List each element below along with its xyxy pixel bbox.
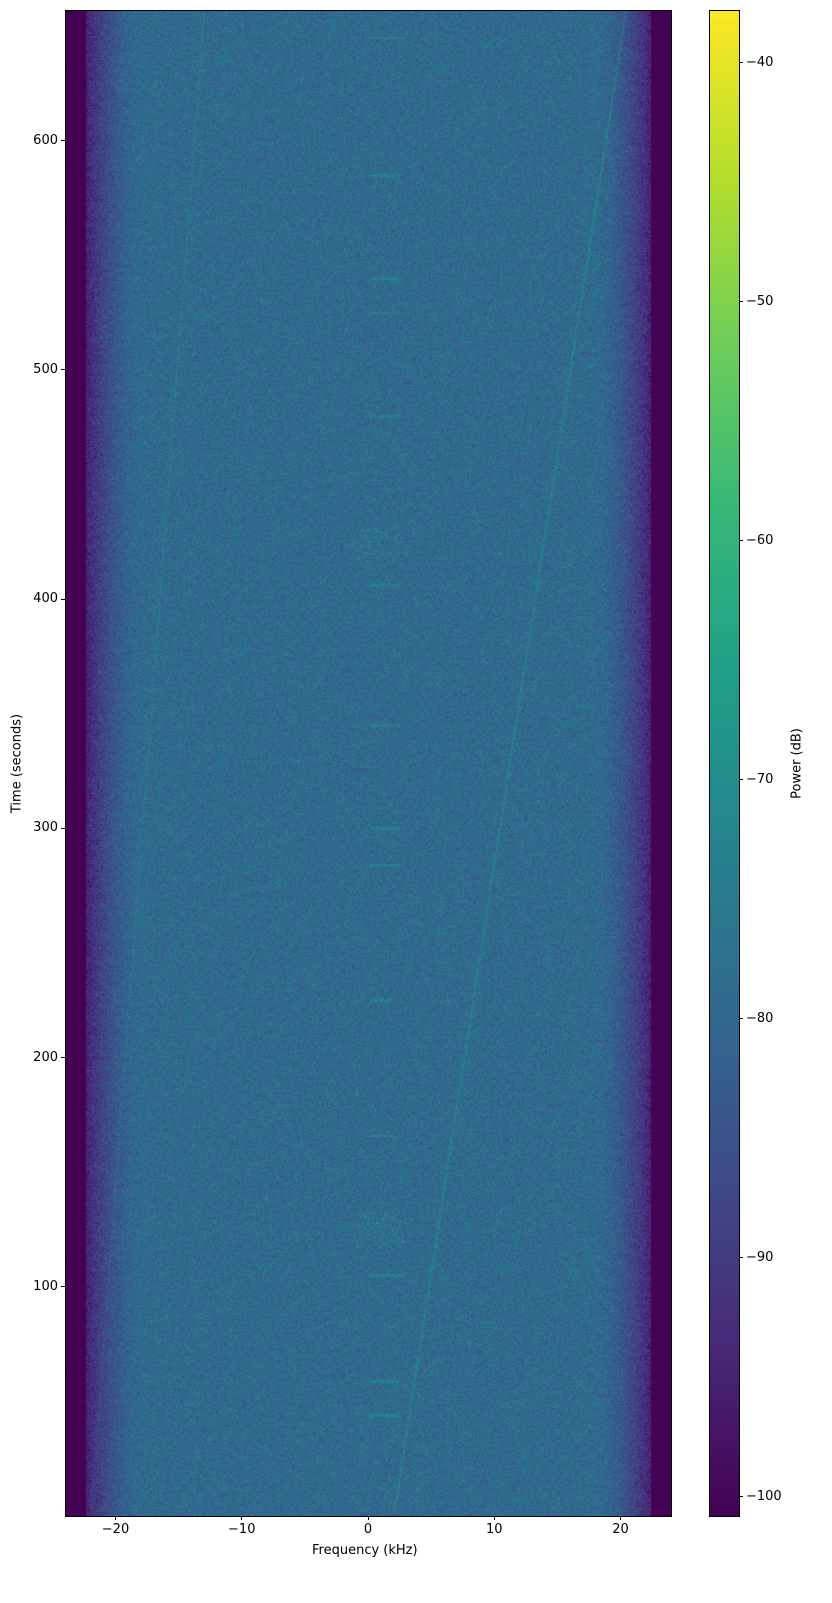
y-tick-label: 300 xyxy=(33,820,58,836)
colorbar-tick xyxy=(739,301,743,303)
y-tick xyxy=(61,1057,65,1059)
colorbar-label: Power (dB) xyxy=(789,728,805,799)
colorbar xyxy=(709,10,739,1516)
y-tick xyxy=(61,1286,65,1288)
colorbar-tick-label: −100 xyxy=(746,1488,782,1504)
colorbar-tick-label: −70 xyxy=(746,771,774,787)
colorbar-tick-label: −80 xyxy=(746,1010,774,1026)
colorbar-tick xyxy=(739,1496,743,1498)
x-tick-label: 20 xyxy=(612,1522,629,1537)
y-axis-label: Time (seconds) xyxy=(9,713,25,814)
colorbar-tick xyxy=(739,1018,743,1020)
colorbar-tick-label: −60 xyxy=(746,532,774,548)
y-tick xyxy=(61,140,65,142)
x-tick xyxy=(620,1516,621,1520)
colorbar-tick-label: −50 xyxy=(746,293,774,309)
y-tick xyxy=(61,369,65,371)
y-tick-label: 600 xyxy=(33,132,58,148)
y-tick-label: 500 xyxy=(33,361,58,377)
y-tick-label: 400 xyxy=(33,591,58,607)
x-tick xyxy=(241,1516,243,1520)
colorbar-tick-label: −90 xyxy=(746,1249,774,1265)
y-tick-label: 100 xyxy=(33,1278,58,1294)
spectrogram-heatmap xyxy=(65,10,671,1516)
x-axis-label: Frequency (kHz) xyxy=(312,1543,418,1558)
x-tick-label: −20 xyxy=(101,1522,130,1537)
colorbar-tick xyxy=(739,1257,743,1259)
y-tick-label: 200 xyxy=(33,1049,58,1065)
y-tick xyxy=(61,598,65,600)
y-tick xyxy=(61,827,65,829)
colorbar-tick xyxy=(739,540,743,542)
x-tick xyxy=(367,1516,369,1520)
colorbar-tick-label: −40 xyxy=(746,54,774,70)
x-tick xyxy=(493,1516,495,1520)
x-tick-label: −10 xyxy=(228,1522,256,1537)
x-tick-label: 0 xyxy=(363,1522,373,1537)
colorbar-tick xyxy=(739,779,743,781)
x-tick xyxy=(115,1516,116,1520)
x-tick-label: 10 xyxy=(485,1522,503,1537)
colorbar-tick xyxy=(739,62,743,64)
